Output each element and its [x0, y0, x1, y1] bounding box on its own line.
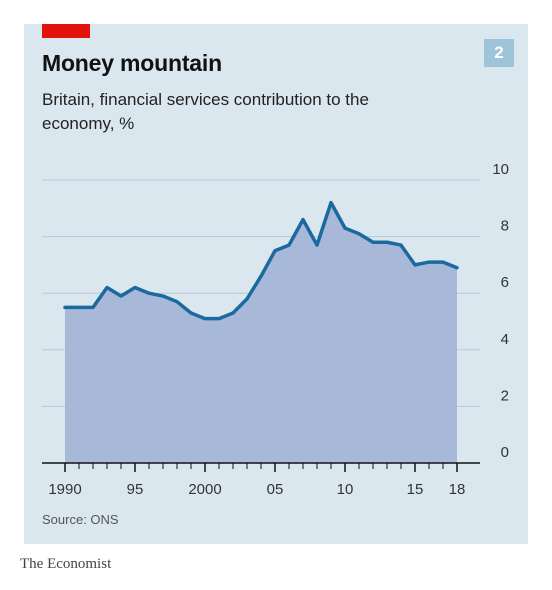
source-note: Source: ONS [42, 512, 119, 527]
data-point-1999 [189, 311, 193, 315]
data-point-2006 [287, 243, 291, 247]
data-point-1993 [105, 286, 109, 290]
y-tick-label-4: 4 [501, 331, 509, 348]
data-point-2007 [301, 218, 305, 222]
data-point-1997 [161, 294, 165, 298]
data-point-1992 [91, 305, 95, 309]
area-layer [63, 200, 459, 463]
tick-labels: 1990 95 2000 05 10 15 18 0 2 4 6 8 10 [48, 161, 509, 498]
x-tick-label-2005: 05 [267, 481, 284, 498]
red-accent-tag [42, 24, 90, 38]
publisher-brand: The Economist [20, 556, 112, 572]
data-point-1998 [175, 300, 179, 304]
x-tick-label-2015: 15 [407, 481, 424, 498]
x-tick-label-1995: 95 [127, 481, 144, 498]
x-tick-label-2018: 18 [449, 481, 466, 498]
y-tick-label-2: 2 [501, 387, 509, 404]
data-point-2000 [203, 317, 207, 321]
y-tick-label-10: 10 [492, 161, 509, 178]
x-tick-label-2000: 2000 [188, 481, 221, 498]
data-point-2004 [259, 274, 263, 278]
y-tick-label-6: 6 [501, 274, 509, 291]
x-axis [42, 462, 480, 472]
data-point-1995 [133, 286, 137, 290]
area-fill [65, 202, 457, 463]
y-tick-label-0: 0 [501, 444, 509, 461]
data-point-1994 [119, 294, 123, 298]
data-point-2015 [413, 263, 417, 267]
data-point-2016 [427, 260, 431, 264]
data-point-2002 [231, 311, 235, 315]
data-point-2018 [455, 266, 459, 270]
chart-number-badge: 2 [484, 39, 514, 67]
data-point-1990 [63, 305, 67, 309]
data-point-2012 [371, 240, 375, 244]
data-point-2017 [441, 260, 445, 264]
x-tick-label-2010: 10 [337, 481, 354, 498]
data-point-2013 [385, 240, 389, 244]
chart-subtitle: Britain, financial services contribution… [42, 90, 369, 133]
data-point-1996 [147, 291, 151, 295]
data-point-2010 [343, 226, 347, 230]
chart-title: Money mountain [42, 50, 222, 76]
data-point-2008 [315, 243, 319, 247]
data-point-2011 [357, 232, 361, 236]
data-point-2014 [399, 243, 403, 247]
data-point-2009 [329, 201, 333, 205]
data-point-1991 [77, 305, 81, 309]
data-point-2001 [217, 317, 221, 321]
x-tick-label-1990: 1990 [48, 481, 81, 498]
data-point-2005 [273, 249, 277, 253]
data-point-2003 [245, 297, 249, 301]
y-tick-label-8: 8 [501, 218, 509, 235]
